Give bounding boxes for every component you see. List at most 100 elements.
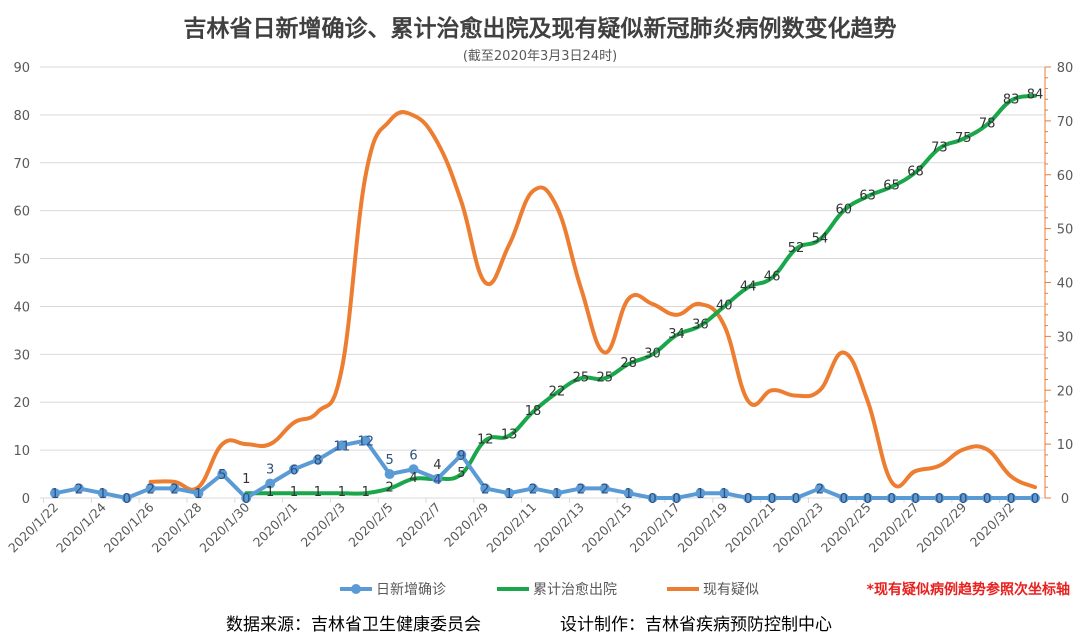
y-right-tick-label: 70 (1057, 115, 1074, 130)
data-point-daily-new (910, 493, 921, 503)
data-point-daily-new (336, 440, 347, 451)
data-point-daily-new (50, 488, 60, 499)
data-label-daily-new: 2 (577, 482, 585, 497)
data-label-daily-new: 1 (720, 487, 728, 502)
y-left-tick-label: 40 (13, 300, 30, 315)
data-label-daily-new: 0 (744, 492, 752, 507)
data-label-cured: 1 (362, 485, 370, 500)
x-tick-label: 2020/1/22 (5, 500, 61, 556)
x-tick-label: 2020/2/7 (393, 500, 443, 550)
series-line-cured (244, 93, 1037, 496)
data-point-daily-new (695, 488, 706, 499)
x-tick-label: 2020/2/19 (674, 499, 730, 555)
data-label-daily-new: 1 (505, 487, 513, 502)
data-label-cured: 78 (979, 116, 996, 131)
data-point-daily-new (743, 493, 754, 503)
y-left-tick-label: 50 (13, 253, 30, 268)
footer-design: 设计制作：吉林省疾病预防控制中心 (560, 615, 832, 635)
data-point-daily-new (145, 483, 156, 494)
data-point-daily-new (193, 488, 204, 499)
x-tick-label: 2020/2/9 (441, 499, 491, 549)
y-axis-left: 0 10 20 30 40 50 60 70 80 90 (13, 61, 30, 507)
legend-label-suspected: 现有疑似 (703, 582, 759, 598)
y-right-tick-label: 40 (1057, 277, 1074, 292)
data-label-daily-new: 8 (314, 454, 322, 469)
data-label-cured: 2 (385, 480, 393, 495)
x-tick-label: 2020/2/3 (298, 500, 348, 550)
data-label-daily-new: 9 (457, 449, 465, 464)
data-point-daily-new (647, 493, 658, 503)
data-label-cured: 65 (883, 179, 900, 194)
data-label-daily-new: 2 (75, 482, 83, 497)
legend-item-suspected: 现有疑似 (667, 582, 759, 598)
data-label-daily-new: 2 (816, 482, 824, 497)
data-label-cured: 63 (859, 188, 876, 203)
data-label-cured: 18 (525, 404, 542, 419)
data-label-daily-new: 0 (887, 492, 895, 507)
y-left-tick-label: 70 (13, 157, 30, 172)
data-point-daily-new (1006, 493, 1017, 503)
data-label-daily-new: 0 (935, 492, 943, 507)
x-tick-label: 2020/2/15 (579, 500, 635, 556)
x-tick-label: 2020/3/2 (967, 500, 1017, 550)
data-point-daily-new (719, 488, 730, 499)
data-label-daily-new: 0 (123, 492, 131, 507)
data-label-cured: 1 (266, 485, 274, 500)
data-label-cured: 4 (433, 458, 441, 473)
data-label-cured: 22 (549, 385, 566, 400)
data-point-daily-new (265, 478, 276, 489)
x-tick-label: 2020/1/28 (149, 499, 205, 555)
data-point-daily-new (480, 483, 491, 494)
chart-title: 吉林省日新增确诊、累计治愈出院及现有疑似新冠肺炎病例数变化趋势 (184, 15, 897, 42)
y-left-tick-label: 80 (13, 109, 30, 124)
y-left-tick-label: 90 (13, 61, 30, 76)
data-label-cured: 1 (338, 485, 346, 500)
data-point-daily-new (169, 483, 180, 494)
footer-source: 数据来源：吉林省卫生健康委员会 (226, 615, 481, 635)
data-label-daily-new: 0 (983, 492, 991, 507)
data-label-cured: 4 (409, 471, 417, 486)
data-point-daily-new (528, 483, 539, 494)
series-lines (50, 93, 1040, 503)
secondary-axis-note: *现有疑似病例趋势参照次坐标轴 (867, 581, 1070, 598)
data-label-cured: 84 (1027, 88, 1044, 103)
data-label-cured: 1 (242, 472, 250, 487)
gridlines (40, 66, 1045, 451)
y-left-tick-label: 60 (13, 205, 30, 220)
data-label-daily-new: 0 (242, 492, 250, 507)
data-point-daily-new (312, 454, 323, 465)
data-point-daily-new (121, 493, 132, 503)
data-label-daily-new: 0 (840, 492, 848, 507)
x-tick-label: 2020/2/21 (722, 500, 778, 556)
y-left-tick-label: 30 (13, 348, 30, 363)
y-left-tick-label: 20 (13, 396, 30, 411)
legend-label-daily-new: 日新增确诊 (376, 582, 446, 598)
data-point-daily-new (360, 435, 371, 446)
data-label-cured: 73 (931, 140, 948, 155)
x-tick-label: 2020/2/1 (250, 500, 300, 550)
data-point-daily-new (838, 493, 849, 503)
x-tick-label: 2020/2/11 (483, 500, 539, 556)
x-tick-label: 2020/1/26 (101, 499, 157, 555)
data-label-cured: 54 (812, 231, 829, 246)
data-label-cured: 52 (788, 241, 805, 256)
x-tick-label: 2020/1/24 (53, 499, 109, 555)
y-left-tick-label: 10 (13, 444, 30, 459)
x-tick-label: 2020/1/30 (196, 499, 252, 555)
data-point-daily-new (982, 493, 993, 503)
data-label-daily-new: 11 (334, 439, 351, 454)
y-right-tick-label: 10 (1057, 438, 1074, 453)
x-tick-label: 2020/2/5 (345, 500, 395, 550)
data-label-daily-new: 1 (696, 487, 704, 502)
data-label-daily-new: 2 (529, 482, 537, 497)
data-label-daily-new: 6 (409, 448, 417, 463)
data-point-daily-new (862, 493, 873, 503)
data-label-daily-new: 2 (170, 482, 178, 497)
data-label-daily-new: 0 (648, 492, 656, 507)
data-label-daily-new: 6 (290, 463, 298, 478)
data-point-daily-new (408, 464, 419, 475)
data-point-daily-new (97, 488, 108, 499)
data-label-daily-new: 2 (601, 482, 609, 497)
data-label-daily-new: 5 (218, 468, 226, 483)
